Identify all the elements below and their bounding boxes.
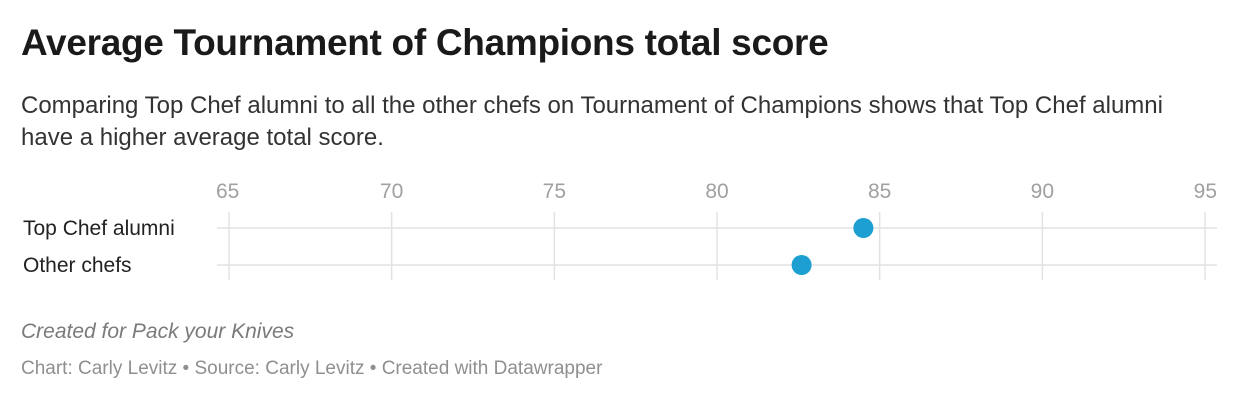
x-tick-label: 90 [1031, 180, 1054, 203]
x-tick-label: 75 [543, 180, 566, 203]
chart-rows: Top Chef alumni Other chefs [23, 217, 1217, 277]
row-label: Top Chef alumni [23, 217, 175, 240]
x-tick-label: 70 [380, 180, 403, 203]
chart-title: Average Tournament of Champions total sc… [21, 22, 829, 63]
chart-subtitle: Comparing Top Chef alumni to all the oth… [21, 92, 1163, 151]
x-axis-ticks: 65 70 75 80 85 90 95 [216, 180, 1217, 280]
data-point [853, 218, 874, 238]
row-label: Other chefs [23, 254, 132, 277]
x-tick-label: 85 [868, 180, 891, 203]
chart-credits: Chart: Carly Levitz • Source: Carly Levi… [21, 358, 603, 379]
chart-notes: Created for Pack your Knives [21, 320, 295, 343]
chart-dots [791, 218, 874, 275]
x-tick-label: 65 [216, 180, 239, 203]
x-tick-label: 95 [1194, 180, 1217, 203]
data-point [791, 255, 812, 275]
dot-plot: 65 70 75 80 85 90 95 Top Chef alumni Other chef… [23, 180, 1217, 280]
x-tick-label: 80 [705, 180, 728, 203]
